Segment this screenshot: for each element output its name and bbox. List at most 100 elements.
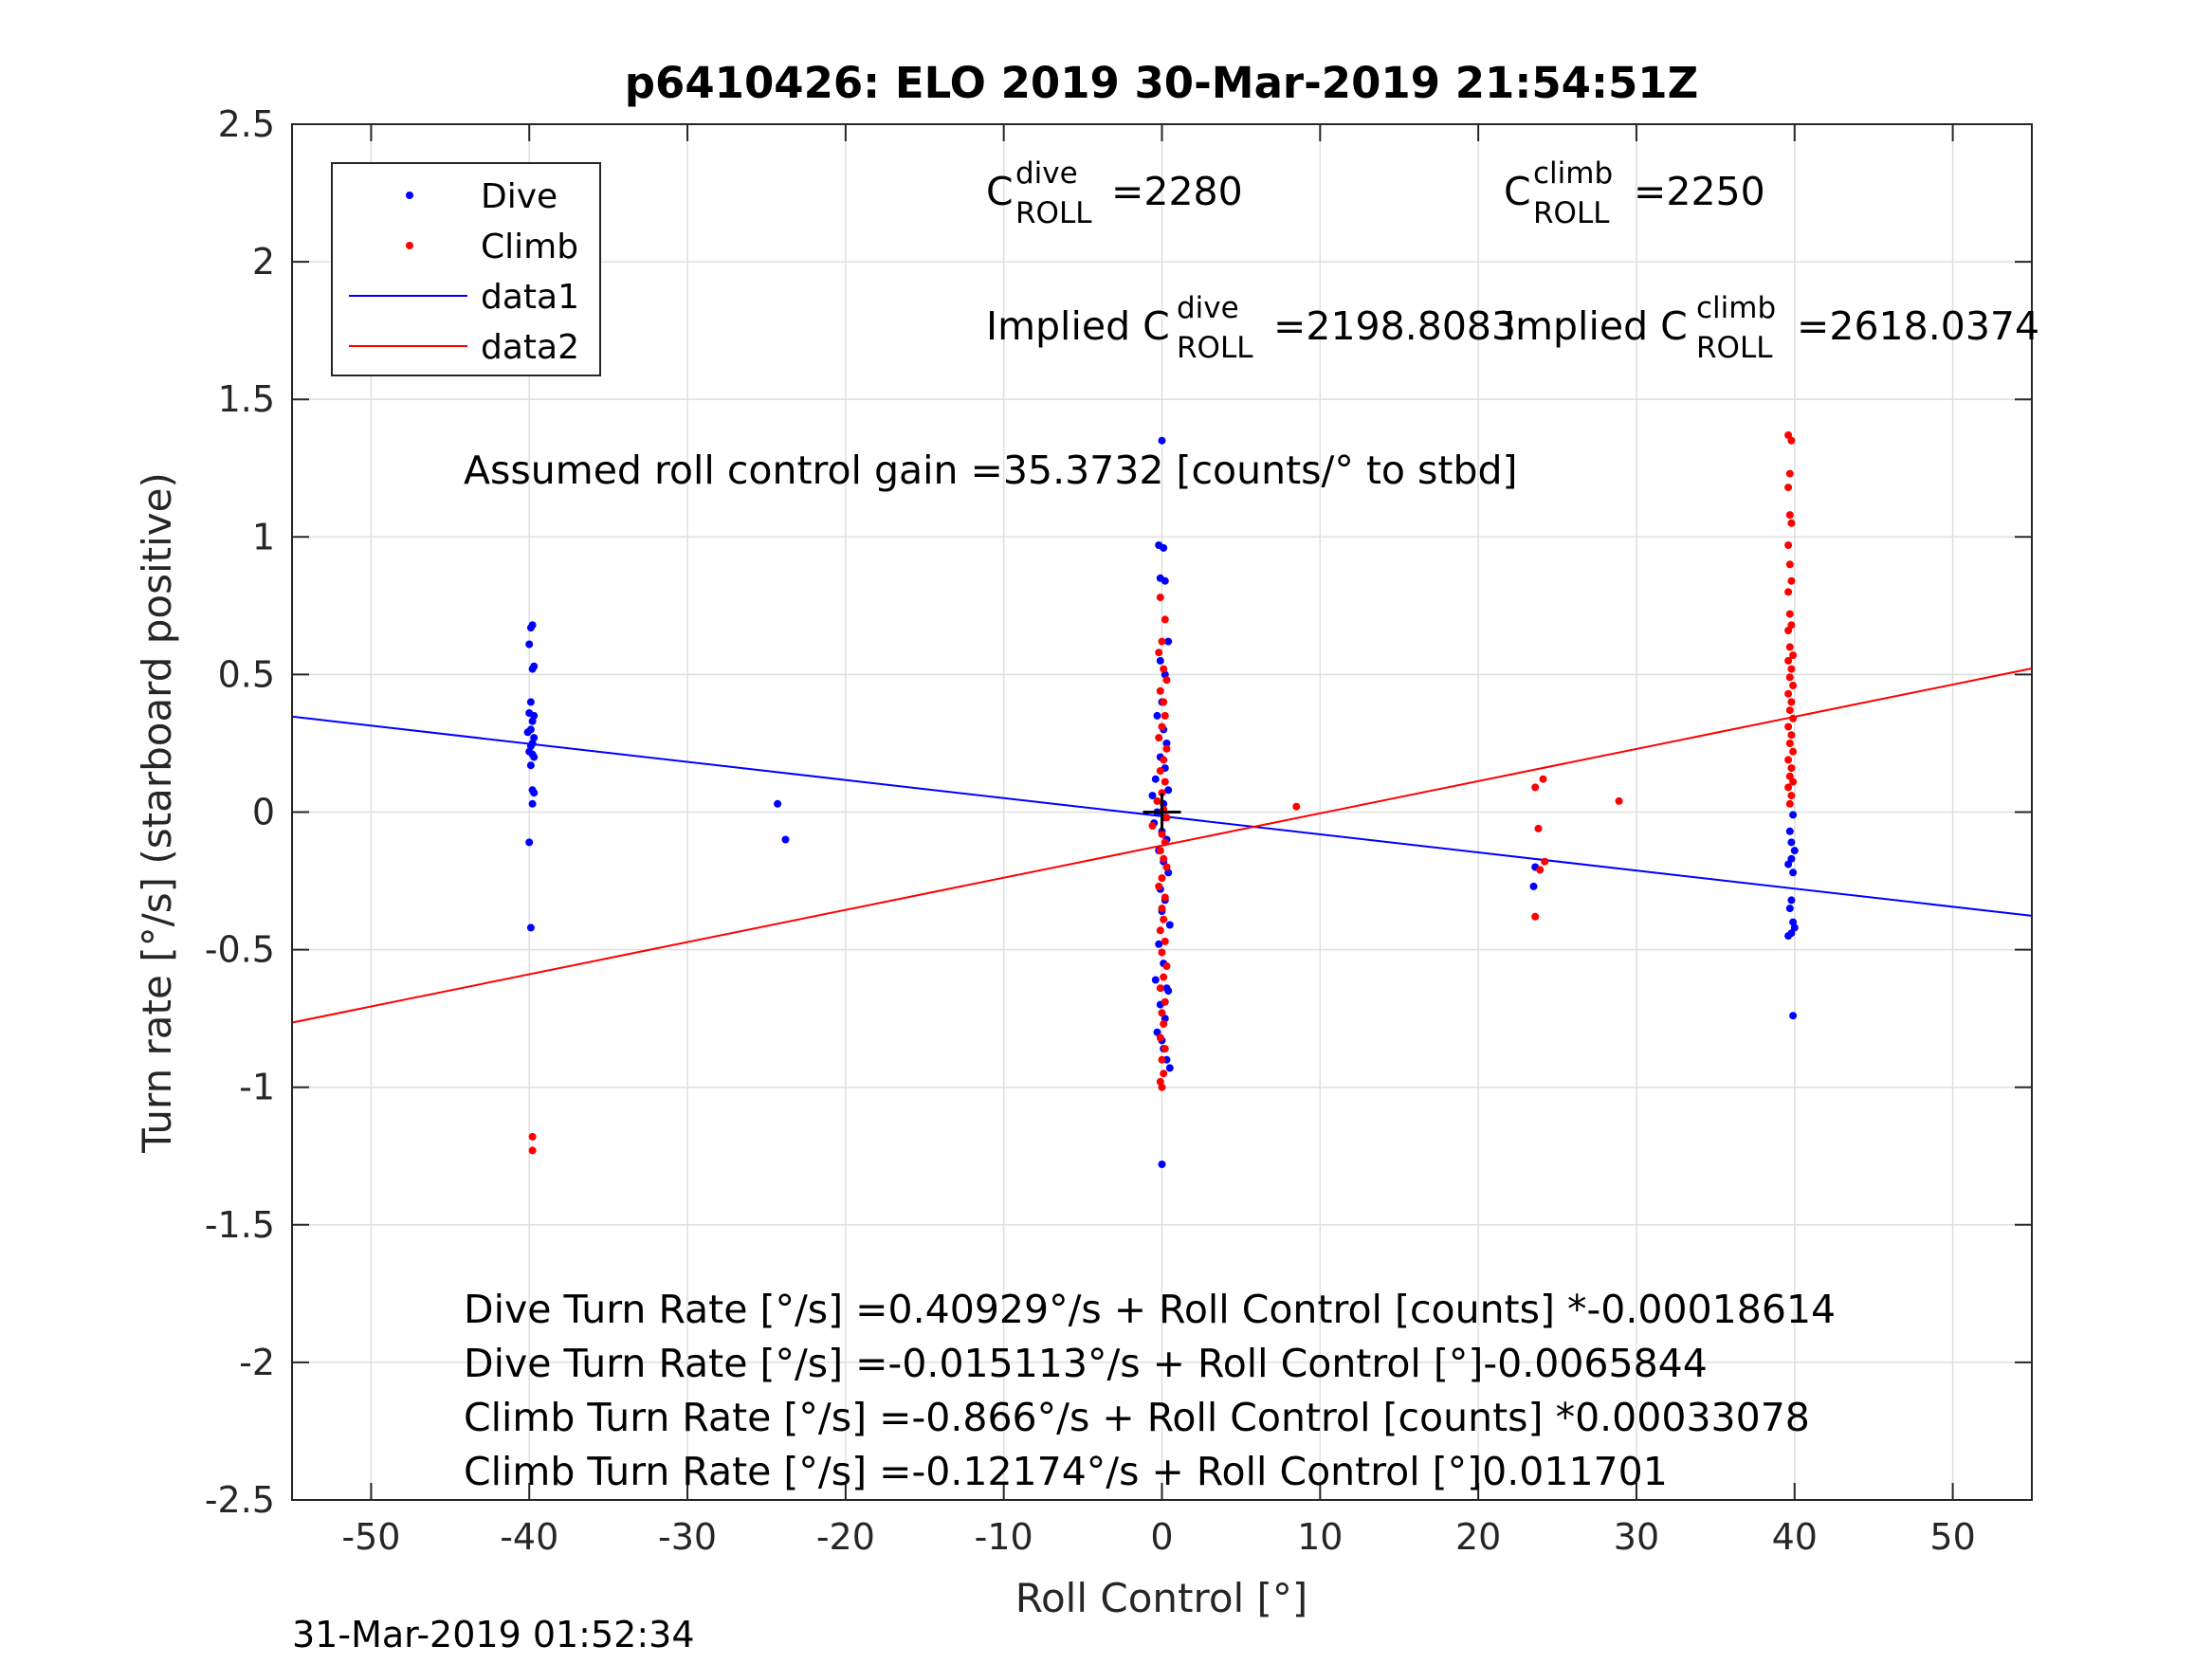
- x-tick-label: -30: [658, 1516, 717, 1558]
- climb-point: [1784, 484, 1793, 492]
- x-axis-label: Roll Control [°]: [1015, 1575, 1308, 1621]
- climb-point: [1787, 436, 1796, 445]
- climb-point: [1541, 857, 1549, 866]
- climb-point: [1156, 1033, 1164, 1042]
- legend-label-data2: data2: [481, 328, 579, 367]
- climb-point: [1534, 824, 1543, 832]
- climb-point: [1161, 711, 1169, 720]
- dive-point: [1784, 860, 1793, 869]
- dive-point: [1789, 869, 1798, 877]
- implied-dive-prefix: Implied C: [986, 303, 1170, 349]
- y-tick-label: 0: [252, 792, 275, 833]
- x-tick-label: -10: [975, 1516, 1033, 1558]
- climb-point: [1156, 984, 1164, 993]
- y-tick-label: -1: [239, 1067, 275, 1108]
- x-tick-label: 0: [1150, 1516, 1173, 1558]
- dive-point: [526, 624, 535, 632]
- climb-point: [1156, 767, 1164, 775]
- c-roll-dive-base: C: [986, 169, 1014, 214]
- climb-point: [1789, 651, 1798, 660]
- climb-point: [1156, 686, 1164, 695]
- climb-point: [1787, 621, 1796, 630]
- dive-point: [530, 789, 539, 797]
- dive-point: [1787, 854, 1796, 863]
- climb-point: [1158, 905, 1166, 913]
- y-tick-label: 2.5: [218, 103, 275, 145]
- roll-gain-annotation: Assumed roll control gain =35.3732 [coun…: [464, 448, 1518, 493]
- legend-items: Dive Climb data1 data2: [349, 177, 579, 367]
- climb-point: [1160, 973, 1168, 981]
- c-roll-climb-sub: ROLL: [1533, 196, 1610, 230]
- dive-point: [1158, 436, 1166, 445]
- y-tick-label: 0.5: [218, 653, 275, 695]
- climb-point: [1158, 830, 1166, 838]
- climb-point: [1787, 764, 1796, 773]
- dive-point: [1787, 838, 1796, 847]
- dive-point: [1161, 576, 1169, 585]
- climb-point: [1161, 615, 1169, 624]
- dive-point: [530, 753, 539, 761]
- c-roll-climb-annotation: C climb ROLL =2250: [1504, 156, 1765, 230]
- y-tick-label: 1.5: [218, 378, 275, 420]
- legend-label-dive: Dive: [481, 177, 558, 216]
- implied-climb-prefix: Implied C: [1504, 303, 1688, 349]
- tick-labels: -50 -40 -30 -20 -10 0 10 20 30 40 50 2.5 2 1.5 1 0.5 0 -0…: [205, 103, 1976, 1558]
- dive-equation-counts: Dive Turn Rate [°/s] =0.40929°/s + Roll …: [464, 1287, 1836, 1332]
- dive-point: [1164, 637, 1173, 646]
- y-tick-label: 2: [252, 241, 275, 283]
- c-roll-dive-sup: dive: [1015, 156, 1078, 191]
- dive-point: [1785, 905, 1794, 913]
- climb-point: [1158, 1009, 1166, 1017]
- climb-point: [1785, 560, 1794, 569]
- dive-point: [1789, 811, 1798, 819]
- climb-point: [1161, 997, 1169, 1006]
- climb-point: [1789, 714, 1798, 722]
- climb-point: [1784, 588, 1793, 596]
- climb-point: [1161, 893, 1169, 902]
- dive-point: [1785, 827, 1794, 835]
- climb-point: [1155, 734, 1163, 742]
- implied-climb-annotation: Implied C climb ROLL =2618.0374: [1504, 291, 2039, 365]
- climb-point: [1787, 519, 1796, 527]
- climb-point: [1160, 1070, 1168, 1078]
- dive-point: [1151, 775, 1160, 783]
- x-tick-label: -20: [816, 1516, 875, 1558]
- climb-point: [1158, 948, 1166, 957]
- climb-point: [1785, 740, 1794, 747]
- climb-point: [1162, 962, 1171, 970]
- climb-point: [1162, 814, 1171, 822]
- y-tick-label: -0.5: [205, 929, 275, 971]
- climb-point: [1785, 673, 1794, 682]
- c-roll-dive-value: =2280: [1111, 169, 1243, 214]
- climb-point: [1789, 747, 1798, 756]
- dive-point: [526, 923, 535, 932]
- climb-point: [1160, 756, 1168, 764]
- y-tick-label: 1: [252, 516, 275, 558]
- climb-point: [1784, 541, 1793, 549]
- dive-point: [528, 717, 537, 725]
- dive-point: [528, 799, 537, 808]
- dive-point: [1164, 786, 1173, 795]
- x-tick-label: 10: [1297, 1516, 1343, 1558]
- climb-point: [1158, 874, 1166, 883]
- dive-point: [1165, 1064, 1174, 1072]
- climb-point: [1292, 802, 1301, 811]
- climb-point: [1785, 511, 1794, 520]
- dive-point: [781, 835, 790, 844]
- dive-point: [1155, 940, 1163, 948]
- legend-label-data1: data1: [481, 278, 579, 317]
- c-roll-dive-sub: ROLL: [1015, 196, 1092, 230]
- fit-line-data2: [291, 667, 2033, 1024]
- climb-point: [1162, 676, 1171, 685]
- climb-point: [1158, 637, 1166, 646]
- climb-point: [1784, 430, 1793, 439]
- x-tick-label: 50: [1929, 1516, 1975, 1558]
- dive-point: [1165, 921, 1174, 929]
- climb-point: [1784, 689, 1793, 698]
- climb-point: [1160, 1020, 1168, 1028]
- dive-point: [1790, 923, 1799, 932]
- dive-point: [1789, 1012, 1798, 1020]
- climb-point: [1787, 576, 1796, 585]
- climb-point: [1158, 722, 1166, 731]
